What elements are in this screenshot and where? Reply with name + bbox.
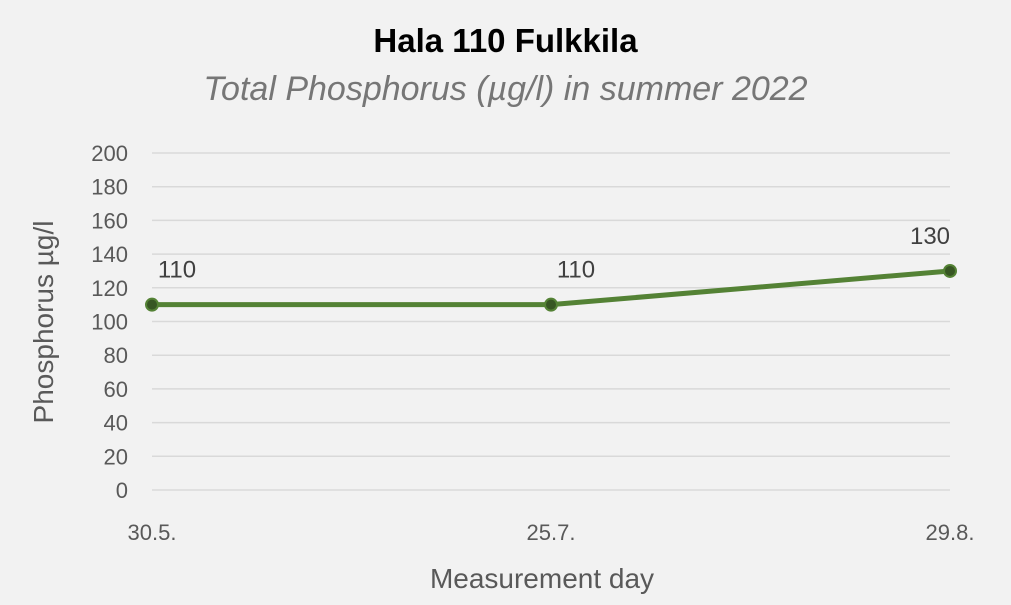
y-tick-label: 20 [104,444,128,469]
x-axis-ticks: 30.5. 25.7. 29.8. [128,520,975,545]
y-tick-label: 160 [91,208,128,233]
y-tick-label: 60 [104,377,128,402]
data-label: 110 [557,257,595,284]
data-point [943,263,957,278]
chart-subtitle: Total Phosphorus (µg/l) in summer 2022 [203,70,808,108]
y-tick-label: 120 [91,276,128,301]
y-tick-label: 80 [104,343,128,368]
y-axis-ticks: 0 20 40 60 80 100 120 140 160 180 200 [91,141,128,503]
data-label: 130 [910,223,950,250]
gridlines [152,152,950,491]
x-tick-label: 25.7. [527,520,576,545]
y-tick-label: 100 [91,310,128,335]
x-tick-label: 30.5. [128,520,177,545]
y-axis-title: Phosphorus µg/l [28,221,59,424]
y-tick-label: 140 [91,242,128,267]
chart-title: Hala 110 Fulkkila [373,22,638,59]
series-layer: 110 110 130 [145,223,957,312]
y-tick-label: 180 [91,175,128,200]
data-point [145,297,159,312]
y-tick-label: 40 [104,411,128,436]
x-tick-label: 29.8. [926,520,975,545]
y-tick-label: 0 [116,478,128,503]
data-label: 110 [158,257,196,284]
data-point [544,297,558,312]
x-axis-title: Measurement day [430,563,654,594]
y-tick-label: 200 [91,141,128,166]
